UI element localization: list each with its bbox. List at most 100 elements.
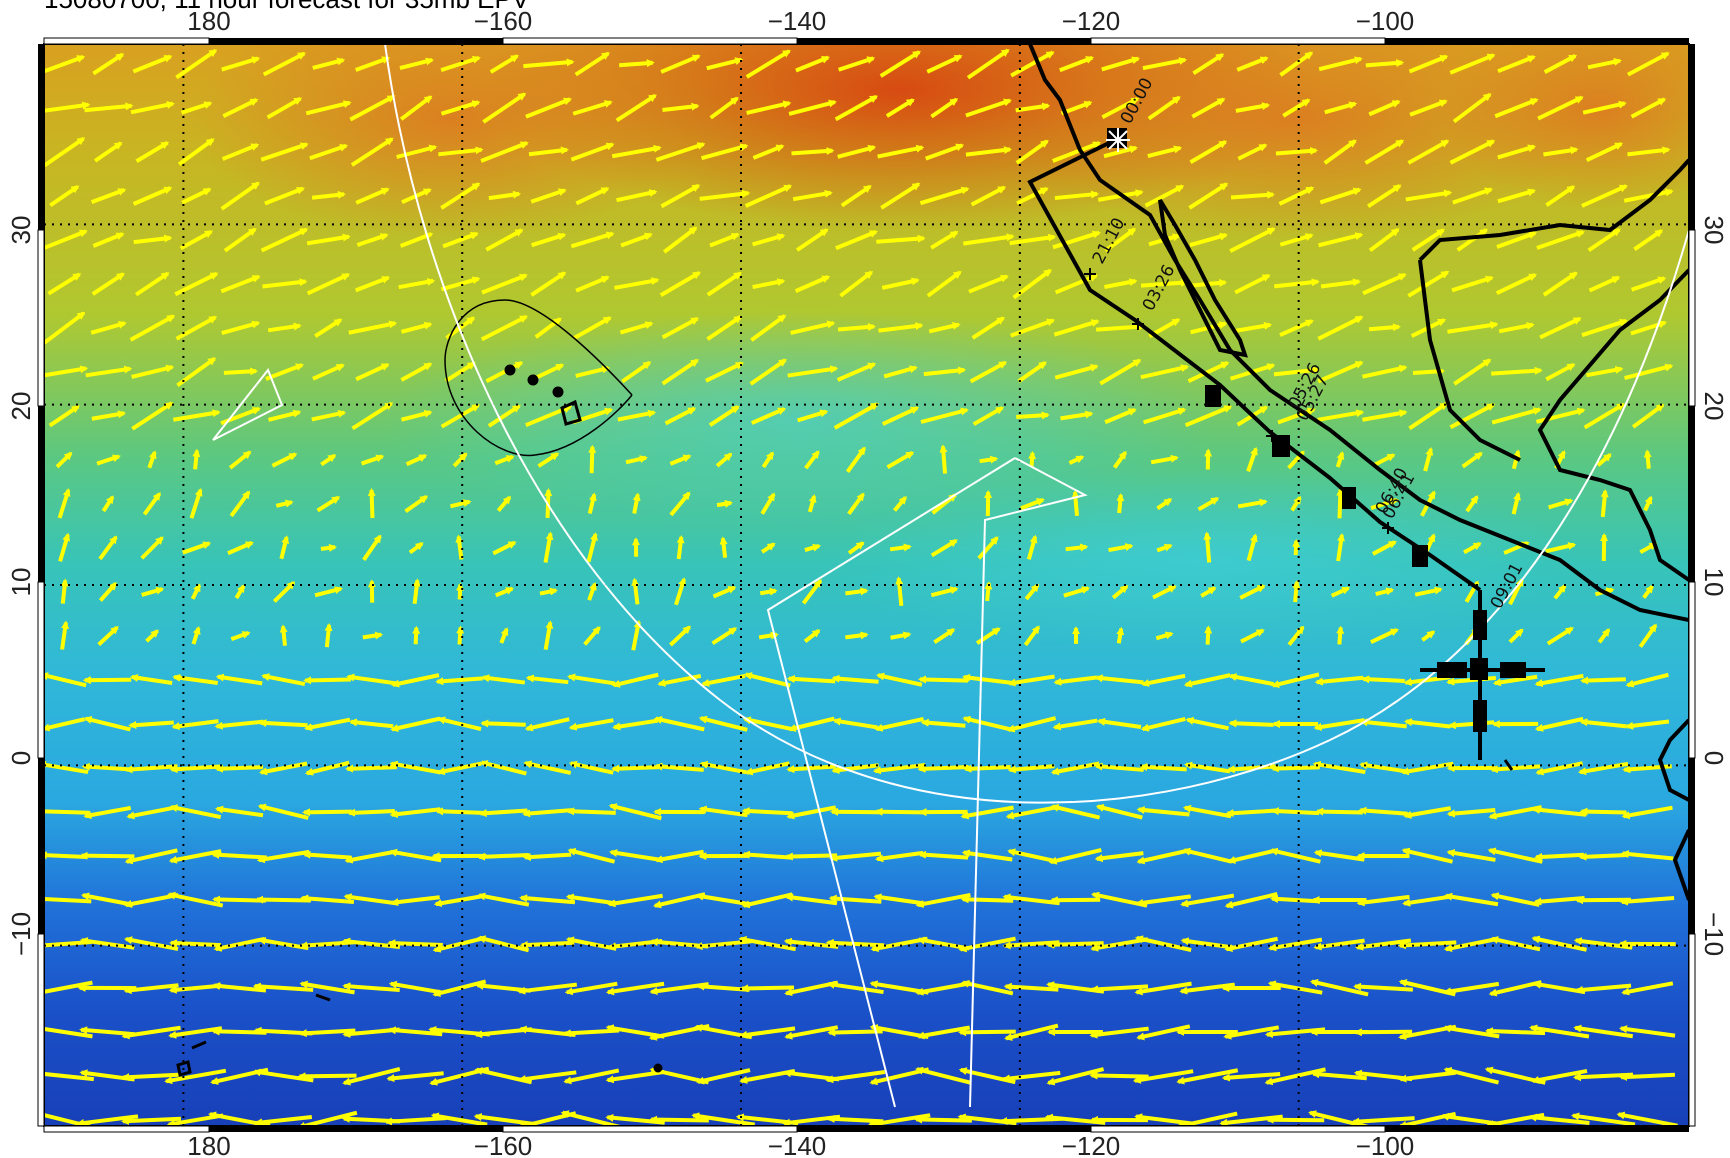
wind-vector-arrow xyxy=(1185,717,1229,731)
wind-vector-arrow xyxy=(1449,53,1496,75)
wind-vector-arrow xyxy=(83,805,132,819)
wind-vector-arrow xyxy=(917,675,969,684)
wind-vector-arrow xyxy=(130,100,175,115)
wind-vector-arrow xyxy=(266,96,303,120)
wind-vector-arrow xyxy=(614,277,660,290)
wind-vector-arrow xyxy=(223,367,259,376)
central-america-coast xyxy=(1657,718,1689,901)
wind-vector-arrow xyxy=(390,716,441,732)
wind-vector-arrow xyxy=(1009,233,1057,246)
north-america-west-coast xyxy=(1028,44,1689,622)
wind-vector-arrow xyxy=(1446,808,1496,818)
wind-vector-arrow xyxy=(60,620,70,650)
wind-vector-arrow xyxy=(705,361,744,383)
wind-vector-arrow xyxy=(831,674,879,684)
wind-vector-arrow xyxy=(404,495,429,513)
wind-vector-arrow xyxy=(1407,139,1450,165)
wind-vector-arrow xyxy=(525,674,569,685)
left-lat-label-minus10: −10 xyxy=(6,912,36,956)
wind-vector-arrow xyxy=(825,1070,886,1084)
wind-vector-arrow xyxy=(1060,410,1094,421)
right-lat-label-20: 20 xyxy=(1699,392,1729,421)
wind-vector-arrow xyxy=(914,1115,972,1124)
wind-vector-arrow xyxy=(444,361,476,383)
wind-vector-arrow xyxy=(847,492,865,516)
wind-vector-arrow xyxy=(570,231,615,249)
wind-vector-arrow xyxy=(1358,806,1408,816)
wind-vector-arrow xyxy=(47,272,82,296)
wind-vector-arrow xyxy=(917,850,969,860)
wind-vector-arrow xyxy=(1353,982,1414,992)
wind-vector-arrow xyxy=(1116,492,1125,514)
wind-vector-arrow xyxy=(1534,716,1584,732)
top-lon-label-140w: −140 xyxy=(768,6,827,36)
wind-vector-arrow xyxy=(1320,278,1361,289)
wind-vector-arrow xyxy=(1536,230,1585,250)
top-longitude-labels: 180 −160 −140 −120 −100 xyxy=(187,6,1414,36)
wind-vector-arrow xyxy=(254,1115,313,1126)
wind-vector-arrow xyxy=(1096,717,1142,729)
wind-vector-arrow xyxy=(440,55,481,73)
wind-vector-arrow xyxy=(271,452,298,468)
wind-vector-arrow xyxy=(142,492,162,516)
wind-vector-arrow xyxy=(1335,451,1345,468)
wind-vector-arrow xyxy=(1317,409,1365,422)
wind-vector-arrow xyxy=(1318,56,1363,72)
wind-vector-arrow xyxy=(920,407,969,424)
wind-vector-arrow xyxy=(350,137,394,167)
wind-vector-arrow xyxy=(342,1067,401,1086)
wind-vector-arrow xyxy=(543,620,554,650)
wind-vector-arrow xyxy=(44,311,86,345)
wind-vector-arrow xyxy=(965,146,1013,157)
wind-vector-arrow xyxy=(314,318,343,338)
coastlines xyxy=(1028,44,1689,901)
wind-vector-arrow xyxy=(314,586,343,598)
wind-vector-arrow xyxy=(345,764,397,773)
wind-vector-arrow xyxy=(1578,852,1628,861)
south-pacific-islands xyxy=(176,759,1514,1077)
wind-vector-arrow xyxy=(261,673,306,687)
wind-vector-arrow xyxy=(1095,322,1146,332)
wind-vector-arrow xyxy=(1191,97,1226,119)
wind-vector-arrow xyxy=(279,535,290,560)
wind-vector-arrow xyxy=(797,409,829,423)
wind-vector-arrow xyxy=(744,184,793,208)
wind-vector-arrow xyxy=(311,409,347,422)
wind-vector-arrow xyxy=(312,57,346,70)
gulf-of-mexico-coast xyxy=(1418,158,1689,582)
wind-vector-arrow xyxy=(264,186,305,206)
wind-vector-arrow xyxy=(1534,852,1584,861)
bottom-longitude-labels: 180 −160 −140 −120 −100 xyxy=(187,1131,1414,1158)
wind-vector-arrow xyxy=(1142,57,1188,71)
wind-vector-arrow xyxy=(519,894,576,905)
wind-vector-arrow xyxy=(1508,628,1524,644)
wind-vector-arrow xyxy=(930,538,958,558)
wind-vector-arrow xyxy=(390,895,440,907)
wind-vector-arrow xyxy=(1631,403,1665,429)
wind-vector-arrow xyxy=(837,323,876,332)
wind-vector-arrow xyxy=(1313,718,1365,731)
wind-vector-arrow xyxy=(706,271,742,297)
wind-vector-arrow xyxy=(1361,675,1405,684)
wind-vector-arrow xyxy=(886,451,915,469)
wind-vector-arrow xyxy=(530,271,567,297)
wind-vector-arrow xyxy=(1053,319,1100,337)
wind-vector-arrow xyxy=(1221,1072,1281,1082)
wind-vector-arrow xyxy=(440,403,481,429)
left-lat-label-20: 20 xyxy=(6,392,36,421)
wind-vector-arrow xyxy=(586,532,598,563)
wind-vector-arrow xyxy=(738,936,796,952)
wind-vector-arrow xyxy=(433,893,485,908)
wind-vector-arrow xyxy=(386,1071,444,1083)
wind-vector-arrow xyxy=(214,719,264,730)
wind-vector-arrow xyxy=(437,716,482,731)
wind-vector-arrow xyxy=(1068,455,1085,465)
wind-vector-arrow xyxy=(706,315,743,341)
wind-vector-arrow xyxy=(1007,848,1056,863)
wind-vector-arrow xyxy=(1189,232,1228,247)
wind-vector-arrow xyxy=(1156,543,1173,553)
wind-vector-arrow xyxy=(715,452,733,468)
wind-vector-arrow xyxy=(1112,450,1128,469)
wind-vector-arrow xyxy=(1050,761,1100,776)
wind-vector-arrow xyxy=(1006,716,1057,733)
